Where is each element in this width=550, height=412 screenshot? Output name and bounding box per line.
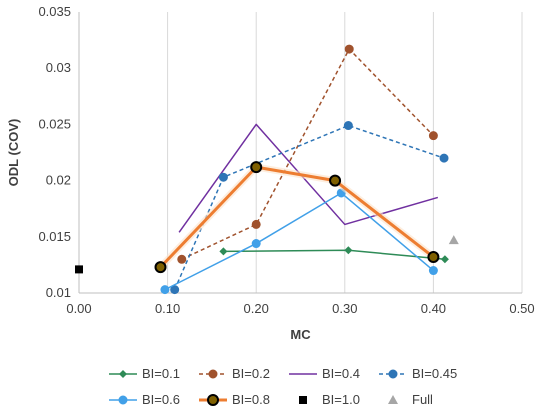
legend-item-bi-0-2: BI=0.2 — [199, 366, 270, 381]
x-tick-label: 0.00 — [66, 301, 91, 316]
x-tick-label: 0.20 — [244, 301, 269, 316]
data-point — [343, 121, 353, 131]
legend-label: BI=1.0 — [322, 392, 360, 407]
legend: BI=0.1 BI=0.2 BI=0.4 BI=0.45 BI=0.6 BI=0.8 BI=… — [109, 366, 457, 407]
data-point — [154, 261, 167, 274]
series — [75, 44, 459, 295]
y-tick-label: 0.035 — [38, 4, 71, 19]
legend-item-bi-0-1: BI=0.1 — [109, 366, 180, 381]
y-axis-title: ODL (COV) — [6, 119, 21, 187]
data-point — [344, 246, 353, 255]
x-axis-title: MC — [290, 327, 311, 342]
data-point — [218, 172, 228, 182]
data-point — [177, 254, 187, 264]
y-tick-label: 0.01 — [46, 285, 71, 300]
data-point — [427, 251, 440, 264]
series-bi-0-1 — [219, 246, 449, 264]
legend-label: BI=0.8 — [232, 392, 270, 407]
data-point — [170, 285, 180, 295]
legend-label: BI=0.4 — [322, 366, 360, 381]
data-point — [250, 161, 263, 174]
legend-swatch-marker — [299, 396, 307, 404]
series-line-glow — [157, 163, 436, 270]
legend-swatch-marker — [388, 369, 398, 379]
x-tick-label: 0.10 — [155, 301, 180, 316]
legend-swatch-marker — [207, 394, 219, 406]
data-point — [251, 219, 261, 229]
axes — [78, 12, 522, 294]
data-point — [428, 266, 438, 276]
legend-swatch-marker — [208, 369, 218, 379]
legend-item-full: Full — [388, 392, 433, 407]
legend-label: BI=0.2 — [232, 366, 270, 381]
data-point — [440, 255, 449, 264]
legend-item-bi-0-4: BI=0.4 — [289, 366, 360, 381]
x-tick-label: 0.30 — [332, 301, 357, 316]
y-tick-label: 0.025 — [38, 116, 71, 131]
legend-label: BI=0.6 — [142, 392, 180, 407]
data-point — [160, 285, 170, 295]
data-point — [251, 239, 261, 249]
x-tick-label: 0.40 — [421, 301, 446, 316]
y-tick-label: 0.03 — [46, 60, 71, 75]
data-point — [344, 44, 354, 54]
series-bi-0-6 — [160, 188, 438, 295]
series-full — [448, 235, 459, 245]
data-point — [448, 235, 459, 245]
series-bi-0-8 — [154, 161, 440, 274]
legend-swatch-marker — [388, 395, 398, 404]
data-point — [329, 174, 342, 187]
series-line — [173, 124, 445, 290]
series-line — [164, 192, 434, 291]
legend-item-bi-0-8: BI=0.8 — [199, 392, 270, 407]
legend-label: BI=0.1 — [142, 366, 180, 381]
data-point — [439, 153, 449, 163]
data-point — [428, 131, 438, 141]
legend-label: Full — [412, 392, 433, 407]
legend-swatch-marker — [118, 395, 128, 405]
y-tick-label: 0.015 — [38, 229, 71, 244]
y-tick-label: 0.02 — [46, 173, 71, 188]
data-point — [75, 265, 83, 274]
legend-swatch-marker — [119, 370, 127, 378]
ticks: 0.00 0.10 0.20 0.30 0.40 0.50 0.01 0.015 0.02 0.0… — [38, 4, 534, 316]
series-bi-0-2 — [177, 44, 438, 264]
data-point — [219, 247, 228, 256]
legend-item-bi-0-6: BI=0.6 — [109, 392, 180, 407]
legend-label: BI=0.45 — [412, 366, 457, 381]
legend-item-bi-0-45: BI=0.45 — [379, 366, 457, 381]
legend-item-bi-1-0: BI=1.0 — [299, 392, 360, 407]
series-line — [159, 165, 435, 269]
series-bi-0-45 — [170, 121, 449, 295]
x-tick-label: 0.50 — [509, 301, 534, 316]
series-bi-1-0 — [75, 265, 83, 274]
